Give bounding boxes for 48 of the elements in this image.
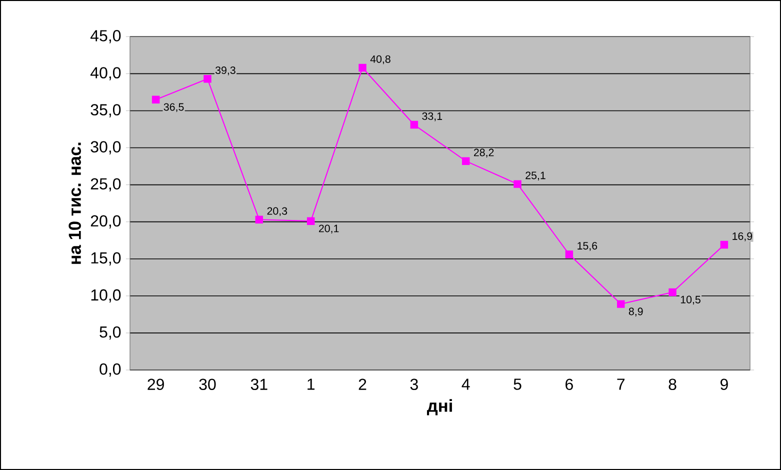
x-tick-label: 8 xyxy=(668,378,676,390)
data-label: 8,9 xyxy=(628,308,643,316)
data-label: 40,8 xyxy=(370,55,390,64)
data-label: 15,6 xyxy=(578,242,598,251)
point xyxy=(514,180,522,188)
y-tick-label: 35,0 xyxy=(90,104,121,118)
x-tick-label: 2 xyxy=(358,378,366,390)
x-tick-label: 4 xyxy=(462,378,470,390)
x-tick-label: 1 xyxy=(308,378,314,390)
point xyxy=(255,216,264,224)
x-tick-label: 31 xyxy=(250,378,268,390)
x-axis-title: дні xyxy=(426,399,452,416)
point xyxy=(565,250,574,258)
y-tick-label: 0,0 xyxy=(100,363,121,377)
point xyxy=(358,64,366,72)
data-label: 16,9 xyxy=(732,232,752,242)
y-tick-label: 10,0 xyxy=(91,289,121,303)
data-label: 25,1 xyxy=(526,172,546,180)
point xyxy=(410,120,418,129)
y-tick-label: 20,0 xyxy=(90,215,121,228)
y-axis-title: на 10 тис. нас. xyxy=(68,142,81,264)
x-tick-label: 3 xyxy=(410,378,418,390)
y-tick-label: 45,0 xyxy=(90,30,121,44)
y-tick-label: 40,0 xyxy=(90,67,121,80)
x-tick-label: 9 xyxy=(720,378,728,390)
y-tick-label: 30,0 xyxy=(90,141,121,154)
x-tick-label: 6 xyxy=(566,378,573,390)
x-tick-label: 7 xyxy=(617,378,625,390)
point xyxy=(306,217,315,225)
y-tick-label: 25,0 xyxy=(90,178,121,192)
point xyxy=(204,75,212,83)
y-tick-label: 5,0 xyxy=(100,326,121,340)
point xyxy=(720,240,728,249)
data-label: 10,5 xyxy=(680,296,700,305)
data-label: 36,5 xyxy=(164,103,184,112)
y-tick-label: 15,0 xyxy=(91,252,121,266)
point xyxy=(462,157,470,165)
data-label: 20,3 xyxy=(267,207,288,216)
x-tick-label: 5 xyxy=(514,378,522,390)
point xyxy=(668,288,676,296)
x-tick-label: 30 xyxy=(199,378,216,390)
point xyxy=(616,300,625,308)
data-label: 39,3 xyxy=(215,66,236,76)
point xyxy=(152,96,160,104)
x-tick-label: 29 xyxy=(148,378,164,390)
data-label: 28,2 xyxy=(474,148,494,158)
data-label: 20,1 xyxy=(318,224,339,234)
data-label: 33,1 xyxy=(422,112,442,122)
